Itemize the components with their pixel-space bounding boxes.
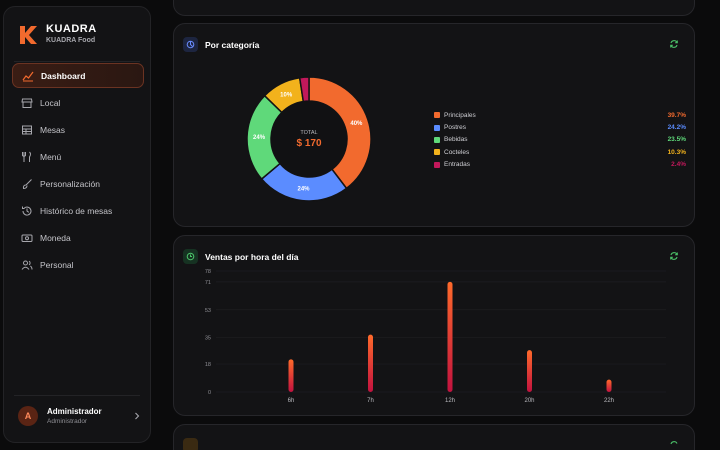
clock-icon [183,249,198,264]
sidebar-item-label: Personalización [40,178,101,189]
user-divider [14,395,140,396]
x-tick-label: 7h [367,398,374,404]
money-icon [21,232,33,244]
y-tick-label: 53 [205,308,211,314]
sidebar-item-label: Mesas [40,124,66,135]
utensils-icon [21,151,33,163]
legend-swatch [434,161,440,168]
legend-label: Postres [444,124,467,132]
refresh-icon[interactable] [669,440,679,450]
user-name: Administrador [47,407,102,416]
legend-item-postres[interactable]: Postres 24.2% [434,121,686,133]
user-profile[interactable]: A Administrador Administrador [18,406,142,426]
donut-total-value: $ 170 [296,138,321,149]
legend-item-principales[interactable]: Principales 39.7% [434,109,686,121]
category-donut-chart: TOTAL $ 170 40% 24% 24% 10% [246,76,372,202]
brand: KUADRA KUADRA Food [18,23,97,46]
category-icon [183,37,198,52]
refresh-icon[interactable] [669,251,679,261]
legend-label: Cocteles [444,148,470,156]
y-tick-label: 71 [205,280,211,286]
donut-total-label: TOTAL [300,130,317,136]
sidebar-item-menu[interactable]: Menú [12,144,144,169]
sidebar-item-label: Menú [40,151,62,162]
legend-item-bebidas[interactable]: Bebidas 23.5% [434,134,686,146]
sidebar-item-local[interactable]: Local [12,90,144,115]
category-legend: Principales 39.7% Postres 24.2% Bebidas 23.5%… [434,109,686,171]
legend-value: 24.2% [667,124,686,132]
hourly-card-header: Ventas por hora del día [183,249,299,264]
previous-card [173,0,695,16]
brand-divider [14,61,140,62]
history-icon [21,205,33,217]
legend-label: Entradas [444,161,471,169]
sidebar-item-personalizacion[interactable]: Personalización [12,171,144,196]
donut-slice-label: 40% [350,121,363,127]
legend-swatch [434,112,440,119]
category-card-title: Por categoría [205,39,260,50]
x-tick-label: 20h [524,398,534,404]
brand-subtitle: KUADRA Food [46,37,96,44]
hourly-bar-chart: 0 18 35 53 71 78 6h 7h 12h 20h 22h [205,269,666,404]
donut-slice-label: 10% [280,93,293,99]
legend-value: 39.7% [667,111,686,119]
chart-line-icon [22,70,34,82]
legend-item-cocteles[interactable]: Cocteles 10.3% [434,146,686,158]
legend-swatch [434,124,440,131]
bar-20h[interactable] [527,350,532,392]
sidebar-item-label: Local [40,97,61,108]
donut-slice-label: 24% [298,187,311,193]
sidebar-item-label: Histórico de mesas [40,205,113,216]
sidebar-item-mesas[interactable]: Mesas [12,117,144,142]
sidebar-item-label: Dashboard [41,70,86,81]
avatar: A [18,406,38,426]
sidebar-item-moneda[interactable]: Moneda [12,225,144,250]
next-card-header [183,438,205,450]
brand-title: KUADRA [46,23,97,35]
sidebar-item-dashboard[interactable]: Dashboard [12,63,144,88]
table-icon [21,124,33,136]
x-tick-label: 22h [604,398,614,404]
next-card-icon [183,438,198,450]
sidebar-nav: Dashboard Local Mesas Menú [12,63,144,279]
legend-label: Bebidas [444,136,468,144]
brush-icon [21,178,33,190]
chevron-right-icon[interactable] [132,411,142,421]
bar-12h[interactable] [447,281,453,392]
y-tick-label: 35 [205,336,211,342]
legend-value: 2.4% [671,161,686,169]
sidebar-item-personal[interactable]: Personal [12,252,144,277]
legend-swatch [434,136,440,143]
bar-7h[interactable] [368,334,373,392]
hourly-sales-card: Ventas por hora del día 0 18 35 53 71 78 6h 7h 1… [173,235,695,416]
legend-label: Principales [444,111,476,119]
x-tick-label: 12h [445,398,455,404]
sidebar-item-label: Moneda [40,232,71,243]
y-tick-label: 0 [208,390,211,396]
sidebar: KUADRA KUADRA Food Dashboard Local [3,6,151,443]
legend-value: 10.3% [667,148,686,156]
users-icon [21,259,33,271]
user-role: Administrador [47,418,88,425]
hourly-card-title: Ventas por hora del día [205,251,299,262]
legend-swatch [434,149,440,156]
donut-slice-label: 24% [253,135,266,141]
category-card-header: Por categoría [183,37,259,52]
legend-value: 23.5% [667,136,686,144]
refresh-icon[interactable] [669,39,679,49]
legend-item-entradas[interactable]: Entradas 2.4% [434,159,686,171]
y-tick-label: 18 [205,362,211,368]
next-card [173,424,695,450]
category-card: Por categoría TOTAL $ 170 40% 24% 24% 10% P… [173,23,695,227]
y-tick-label: 78 [205,269,211,275]
bar-6h[interactable] [288,359,294,392]
bar-22h[interactable] [606,379,612,392]
kuadra-logo-icon [20,25,37,44]
x-tick-label: 6h [288,398,295,404]
sidebar-item-historico[interactable]: Histórico de mesas [12,198,144,223]
store-icon [21,97,33,109]
sidebar-item-label: Personal [40,259,74,270]
